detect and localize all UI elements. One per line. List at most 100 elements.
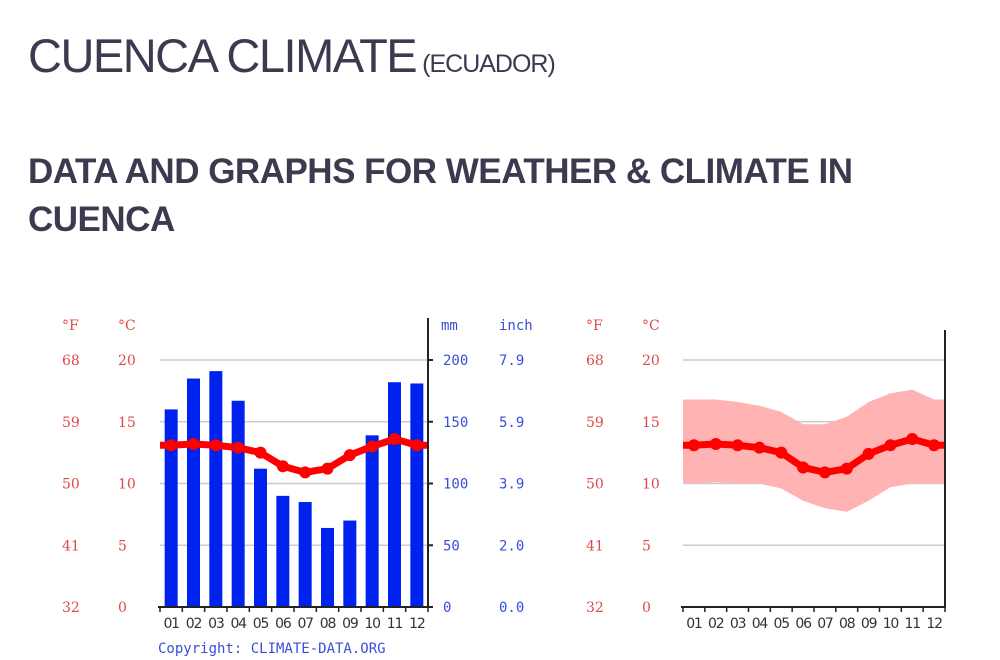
tick-label-mm: 0 bbox=[443, 600, 451, 616]
tick-label-f: 50 bbox=[62, 477, 80, 493]
climate-chart: °F °C mm inch 68 20 200 7.959 15 150 5.950 10 10… bbox=[62, 318, 533, 657]
title-main: CUENCA CLIMATE bbox=[28, 29, 418, 82]
unit-c-label: °C bbox=[118, 318, 136, 334]
month-label: 12 bbox=[926, 616, 942, 632]
month-label: 12 bbox=[409, 616, 425, 632]
month-label: 08 bbox=[839, 616, 855, 632]
precip-bar bbox=[321, 527, 334, 607]
month-label: 11 bbox=[905, 616, 921, 632]
month-label: 07 bbox=[817, 616, 833, 632]
temperature-line bbox=[160, 435, 428, 476]
mean-temperature-point bbox=[753, 441, 766, 454]
tick-label-inch: 3.9 bbox=[499, 477, 524, 493]
tick-label-c: 0 bbox=[118, 600, 127, 616]
temperature-point bbox=[232, 441, 245, 454]
precip-bar bbox=[365, 435, 379, 607]
month-label: 05 bbox=[253, 616, 269, 632]
temperature-point bbox=[388, 433, 401, 446]
tick-label-c: 0 bbox=[642, 600, 651, 616]
tick-label-f: 41 bbox=[586, 538, 604, 554]
precip-bar bbox=[164, 409, 178, 607]
tick-label-f: 68 bbox=[586, 353, 604, 369]
tick-label-c: 15 bbox=[118, 415, 136, 431]
precip-bar bbox=[187, 378, 200, 607]
mean-temperature-point bbox=[797, 461, 810, 474]
tick-label-f: 32 bbox=[586, 600, 604, 616]
tick-label-mm: 200 bbox=[443, 353, 468, 369]
month-label: 11 bbox=[387, 616, 403, 632]
tick-label-mm: 150 bbox=[443, 415, 468, 431]
unit-mm-label: mm bbox=[441, 318, 458, 334]
mean-temperature-point bbox=[709, 437, 722, 450]
tick-label-f: 68 bbox=[62, 353, 80, 369]
temperature-point bbox=[187, 437, 200, 450]
mean-temperature-point bbox=[731, 439, 744, 452]
copyright-text: Copyright: CLIMATE-DATA.ORG bbox=[158, 641, 386, 657]
month-label: 05 bbox=[774, 616, 790, 632]
temperature-point bbox=[254, 446, 267, 459]
tick-label-f: 41 bbox=[62, 538, 80, 554]
precip-bar bbox=[410, 383, 424, 607]
precip-bar bbox=[254, 468, 267, 607]
temperature-point bbox=[209, 439, 222, 452]
mean-temperature-point bbox=[862, 447, 875, 460]
mean-temperature-point bbox=[840, 462, 853, 475]
unit-f-label: °F bbox=[62, 318, 79, 334]
temperature-point bbox=[165, 439, 178, 452]
tick-label-inch: 7.9 bbox=[499, 353, 524, 369]
month-label: 02 bbox=[186, 616, 202, 632]
tick-label-c: 15 bbox=[642, 415, 660, 431]
unit-c-label-2: °C bbox=[642, 318, 660, 334]
page-title: CUENCA CLIMATE (ECUADOR) bbox=[28, 28, 556, 83]
temperature-point bbox=[366, 440, 379, 453]
mean-temperature-point bbox=[687, 439, 700, 452]
temperature-point bbox=[343, 449, 356, 462]
mean-temperature-point bbox=[906, 433, 919, 446]
tick-label-f: 59 bbox=[62, 415, 80, 431]
mean-temperature-point bbox=[818, 466, 831, 479]
tick-label-mm: 100 bbox=[443, 477, 468, 493]
month-label: 07 bbox=[297, 616, 313, 632]
month-label: 01 bbox=[163, 616, 179, 632]
month-label: 10 bbox=[883, 616, 899, 632]
precip-bar bbox=[343, 520, 357, 607]
tick-label-c: 10 bbox=[642, 477, 660, 493]
tick-label-c: 20 bbox=[642, 353, 660, 369]
tick-label-inch: 2.0 bbox=[499, 538, 524, 554]
tick-label-f: 50 bbox=[586, 477, 604, 493]
tick-label-c: 20 bbox=[118, 353, 136, 369]
temperature-chart: °F °C 68 20 59 15 50 10 41 5 32 0 01 02 03 04 05 06 07 0… bbox=[586, 318, 946, 632]
unit-f-label-2: °F bbox=[586, 318, 603, 334]
mean-temperature-point bbox=[884, 439, 897, 452]
month-label: 08 bbox=[320, 616, 336, 632]
tick-label-f: 32 bbox=[62, 600, 80, 616]
month-label: 03 bbox=[208, 616, 224, 632]
month-label: 02 bbox=[708, 616, 724, 632]
month-label: 04 bbox=[230, 616, 247, 632]
month-label: 10 bbox=[364, 616, 380, 632]
month-label: 06 bbox=[795, 616, 812, 632]
month-label: 03 bbox=[730, 616, 746, 632]
tick-label-f: 59 bbox=[586, 415, 604, 431]
precip-bar bbox=[209, 371, 223, 607]
temperature-point bbox=[299, 466, 312, 479]
month-label: 04 bbox=[752, 616, 769, 632]
page-subtitle: DATA AND GRAPHS FOR WEATHER & CLIMATE IN… bbox=[28, 152, 853, 239]
precip-bar bbox=[276, 495, 290, 607]
unit-inch-label: inch bbox=[499, 318, 533, 334]
month-label: 09 bbox=[861, 616, 877, 632]
temperature-point bbox=[321, 462, 334, 475]
title-country: (ECUADOR) bbox=[422, 50, 556, 78]
tick-label-c: 10 bbox=[118, 477, 136, 493]
month-label: 06 bbox=[275, 616, 292, 632]
temperature-point bbox=[410, 439, 423, 452]
month-label: 09 bbox=[342, 616, 358, 632]
temperature-point bbox=[276, 460, 289, 473]
month-label: 01 bbox=[686, 616, 702, 632]
tick-label-c: 5 bbox=[118, 538, 127, 554]
mean-temperature-point bbox=[928, 439, 941, 452]
precip-bar bbox=[298, 502, 312, 607]
tick-label-c: 5 bbox=[642, 538, 651, 554]
tick-label-inch: 5.9 bbox=[499, 415, 524, 431]
